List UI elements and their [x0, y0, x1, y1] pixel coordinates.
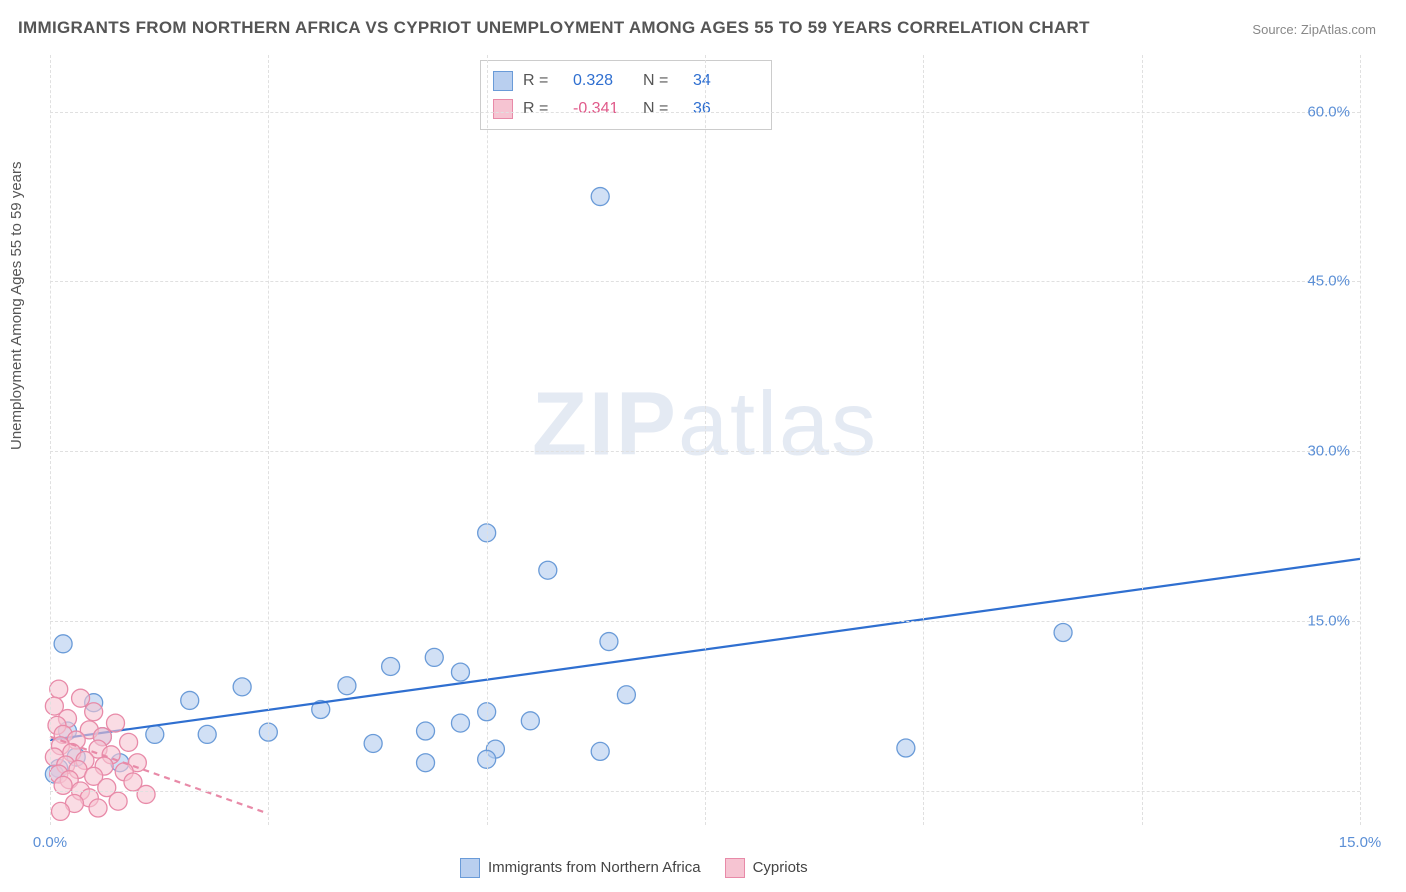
gridline-vertical [1142, 55, 1143, 825]
data-point [109, 792, 127, 810]
series-legend: Immigrants from Northern Africa Cypriots [460, 858, 808, 878]
legend-swatch [725, 858, 745, 878]
y-tick-label: 30.0% [1307, 443, 1350, 460]
correlation-stats-box: R = 0.328 N = 34 R = -0.341 N = 36 [480, 60, 772, 130]
data-point [50, 680, 68, 698]
data-point [451, 714, 469, 732]
data-point [539, 561, 557, 579]
chart-title: IMMIGRANTS FROM NORTHERN AFRICA VS CYPRI… [18, 18, 1090, 38]
data-point [364, 734, 382, 752]
y-tick-label: 45.0% [1307, 273, 1350, 290]
stats-r-value: 0.328 [573, 72, 633, 90]
data-point [233, 678, 251, 696]
data-point [600, 633, 618, 651]
data-point [617, 686, 635, 704]
stats-n-label: N = [643, 72, 683, 90]
source-label: Source: [1252, 22, 1297, 37]
legend-item: Cypriots [725, 858, 808, 878]
data-point [338, 677, 356, 695]
data-point [591, 188, 609, 206]
stats-swatch [493, 99, 513, 119]
gridline-vertical [1360, 55, 1361, 825]
data-point [425, 648, 443, 666]
y-tick-label: 60.0% [1307, 103, 1350, 120]
data-point [137, 785, 155, 803]
legend-label: Cypriots [753, 859, 808, 876]
gridline-vertical [923, 55, 924, 825]
data-point [417, 754, 435, 772]
stats-row: R = -0.341 N = 36 [493, 95, 753, 123]
source-attribution: Source: ZipAtlas.com [1252, 22, 1376, 37]
stats-r-label: R = [523, 72, 563, 90]
source-value: ZipAtlas.com [1301, 22, 1376, 37]
data-point [107, 714, 125, 732]
gridline-vertical [487, 55, 488, 825]
x-tick-label: 0.0% [33, 834, 67, 851]
data-point [120, 733, 138, 751]
stats-r-label: R = [523, 100, 563, 118]
data-point [591, 742, 609, 760]
stats-n-value: 36 [693, 100, 753, 118]
gridline-vertical [268, 55, 269, 825]
legend-label: Immigrants from Northern Africa [488, 859, 701, 876]
stats-row: R = 0.328 N = 34 [493, 67, 753, 95]
y-tick-label: 15.0% [1307, 613, 1350, 630]
legend-swatch [460, 858, 480, 878]
data-point [417, 722, 435, 740]
data-point [85, 703, 103, 721]
gridline-vertical [705, 55, 706, 825]
stats-n-label: N = [643, 100, 683, 118]
data-point [51, 802, 69, 820]
data-point [89, 799, 107, 817]
stats-n-value: 34 [693, 72, 753, 90]
data-point [382, 657, 400, 675]
data-point [146, 725, 164, 743]
data-point [1054, 624, 1072, 642]
data-point [897, 739, 915, 757]
data-point [198, 725, 216, 743]
stats-r-value: -0.341 [573, 100, 633, 118]
gridline-vertical [50, 55, 51, 825]
data-point [72, 689, 90, 707]
data-point [54, 635, 72, 653]
x-tick-label: 15.0% [1339, 834, 1382, 851]
data-point [521, 712, 539, 730]
data-point [181, 691, 199, 709]
stats-swatch [493, 71, 513, 91]
data-point [451, 663, 469, 681]
y-axis-label: Unemployment Among Ages 55 to 59 years [8, 161, 25, 450]
chart-plot-area: ZIPatlas R =0.328N =34R =-0.341N =36 15.… [50, 55, 1360, 825]
legend-item: Immigrants from Northern Africa [460, 858, 701, 878]
